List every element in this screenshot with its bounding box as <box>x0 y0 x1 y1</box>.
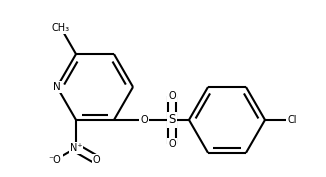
Text: O: O <box>168 91 176 101</box>
Text: N: N <box>53 82 61 92</box>
Text: S: S <box>168 113 176 126</box>
Text: N⁺: N⁺ <box>70 143 82 153</box>
Text: O: O <box>140 115 148 125</box>
Text: O: O <box>168 139 176 149</box>
Text: ⁻O: ⁻O <box>49 155 62 165</box>
Text: CH₃: CH₃ <box>52 23 70 33</box>
Text: Cl: Cl <box>287 115 297 125</box>
Text: O: O <box>93 155 101 165</box>
